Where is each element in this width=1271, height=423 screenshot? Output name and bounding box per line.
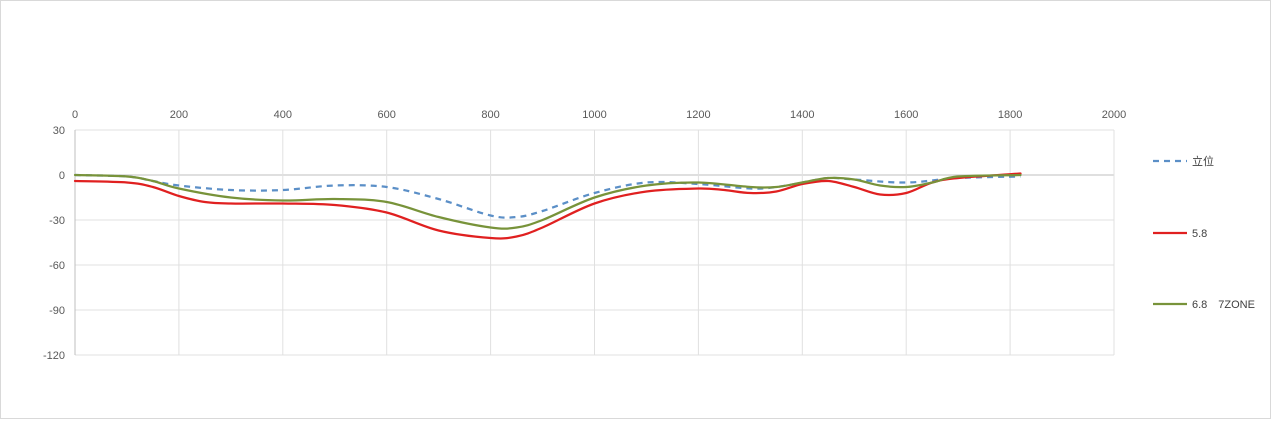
- x-tick-label: 0: [72, 109, 78, 121]
- legend-label-3: 6.8 7ZONE: [1192, 299, 1255, 311]
- legend-label-2: 5.8: [1192, 228, 1207, 240]
- x-tick-label: 200: [170, 109, 188, 121]
- x-tick-label: 1200: [686, 109, 710, 121]
- y-tick-label: 0: [59, 170, 65, 182]
- y-tick-label: -120: [43, 350, 65, 362]
- x-tick-label: 1800: [998, 109, 1022, 121]
- x-tick-label: 1400: [790, 109, 814, 121]
- legend-label-1: 立位: [1192, 154, 1214, 168]
- y-tick-label: -90: [49, 305, 65, 317]
- series-line-3: [73, 173, 1022, 230]
- x-tick-label: 1000: [582, 109, 606, 121]
- y-tick-label: -30: [49, 215, 65, 227]
- series-line-2: [73, 172, 1022, 240]
- x-tick-label: 800: [481, 109, 499, 121]
- legend: 立位 5.8 6.8 7ZONE: [1153, 154, 1255, 311]
- x-tick-label: 1600: [894, 109, 918, 121]
- grid-lines: [74, 129, 1115, 356]
- x-tick-label: 400: [274, 109, 292, 121]
- series-lines: [73, 172, 1022, 240]
- x-tick-label: 600: [378, 109, 396, 121]
- x-tick-label: 2000: [1102, 109, 1126, 121]
- x-tick-labels: 0 200 400 600 800 1000 1200 1400 1600 1800 2000: [72, 109, 1126, 121]
- y-tick-label: 30: [53, 125, 65, 137]
- y-tick-labels: 30 0 -30 -60 -90 -120: [43, 125, 65, 362]
- y-tick-label: -60: [49, 260, 65, 272]
